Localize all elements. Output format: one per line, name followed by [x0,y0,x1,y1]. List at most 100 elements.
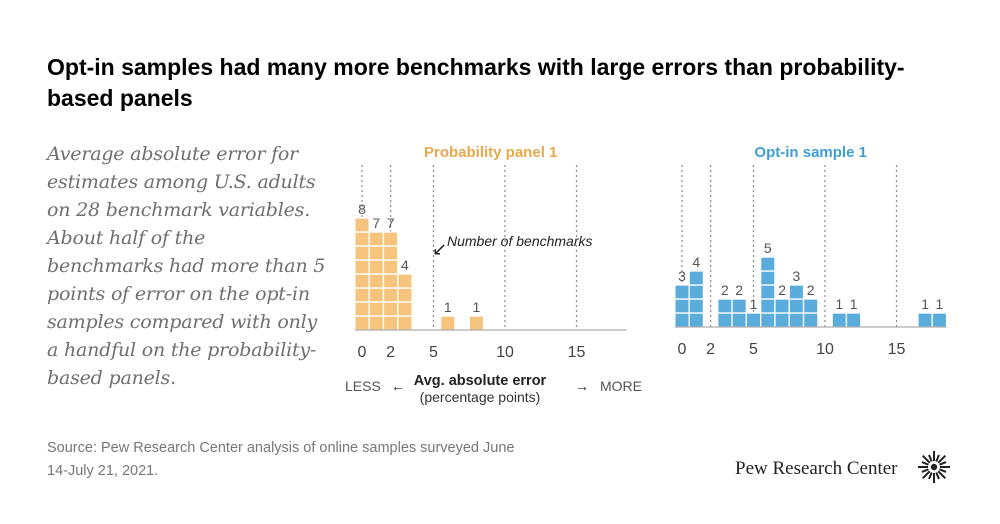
chart-title: Opt-in samples had many more benchmarks … [47,54,905,111]
pew-logo-icon [918,451,950,483]
bar-cell-probability-0-6 [354,245,370,261]
bar-cell-probability-0-8 [354,217,370,233]
bar-cell-probability-1-3 [368,287,385,303]
bar-cell-probability-1-7 [368,231,385,247]
bar-probability-2 [382,231,399,331]
tick-label-optin-0: 0 [678,341,687,358]
bar-cell-optin-1-1 [688,312,705,328]
axis-right-arrow: → [575,378,589,394]
axis-subtitle: (percentage points) [420,389,541,405]
bar-optin-17 [917,312,933,328]
annotation-number-of-benchmarks: Number of benchmarks [447,233,593,249]
bar-optin-4 [731,298,747,328]
bar-cell-probability-6-1 [439,315,456,331]
bar-cell-optin-8-3 [788,284,805,300]
chart-subtitle: Average absolute error for estimates amo… [47,143,326,389]
panel-title-optin: Opt-in sample 1 [754,144,867,161]
bar-cell-optin-0-2 [674,298,690,314]
bar-optin-12 [845,312,862,328]
tick-label-optin-5: 5 [749,341,758,358]
bar-cell-optin-0-3 [674,284,690,300]
panel-title-probability: Probability panel 1 [424,144,557,161]
bar-cell-probability-0-4 [354,273,370,289]
bar-cell-probability-3-2 [397,301,413,317]
data-label-probability-1: 7 [372,215,380,231]
bar-cell-optin-18-1 [931,312,948,328]
bar-cell-optin-3-2 [717,298,733,314]
bar-cell-optin-1-4 [688,270,705,286]
data-label-optin-3: 2 [721,282,729,298]
bar-optin-0 [674,284,690,328]
bar-cell-optin-7-2 [774,298,790,314]
annotation-arrow: ↙ [432,239,447,259]
bar-optin-18 [931,312,948,328]
bar-optin-6 [760,256,776,328]
tick-label-probability-10: 10 [496,344,514,361]
bar-cell-optin-6-2 [760,298,776,314]
data-label-optin-8: 3 [793,268,801,284]
bar-cell-probability-3-3 [397,287,413,303]
bar-probability-0 [354,217,370,331]
bar-cell-optin-6-4 [760,270,776,286]
bar-optin-11 [831,312,848,328]
bar-cell-probability-0-3 [354,287,370,303]
data-label-optin-6: 5 [764,240,772,256]
bar-cell-optin-9-1 [802,312,819,328]
tick-label-optin-10: 10 [816,341,834,358]
axis-more-label: MORE [600,378,642,394]
data-label-optin-17: 1 [921,296,929,312]
data-label-optin-1: 4 [692,254,700,270]
brand-name: Pew Research Center [735,458,898,479]
bar-cell-probability-2-7 [382,231,399,247]
bar-cell-optin-5-1 [745,312,762,328]
bar-probability-3 [397,273,413,331]
bar-cell-probability-1-4 [368,273,385,289]
bar-cell-optin-3-1 [717,312,733,328]
bar-cell-probability-2-6 [382,245,399,261]
tick-label-probability-15: 15 [568,344,586,361]
bar-cell-probability-0-2 [354,301,370,317]
bar-cell-optin-4-1 [731,312,747,328]
bar-cell-optin-1-3 [688,284,705,300]
bar-cell-probability-1-6 [368,245,385,261]
data-label-optin-9: 2 [807,282,815,298]
bar-optin-9 [802,298,819,328]
bar-cell-probability-2-4 [382,273,399,289]
bar-cell-probability-2-1 [382,315,399,331]
bar-cell-probability-1-5 [368,259,385,275]
axis-less-label: LESS [345,378,381,394]
bar-probability-8 [468,315,485,331]
data-label-probability-6: 1 [444,299,452,315]
tick-label-probability-2: 2 [386,344,395,361]
bar-cell-optin-9-2 [802,298,819,314]
bar-cell-optin-11-1 [831,312,848,328]
bar-cell-optin-1-2 [688,298,705,314]
bar-cell-probability-1-2 [368,301,385,317]
bar-cell-optin-8-1 [788,312,805,328]
bar-optin-8 [788,284,805,328]
bar-cell-probability-8-1 [468,315,485,331]
data-label-optin-4: 2 [735,282,743,298]
bar-cell-optin-6-1 [760,312,776,328]
bar-cell-optin-6-5 [760,256,776,272]
data-label-optin-12: 1 [850,296,858,312]
axis-left-arrow: ← [391,378,405,394]
bar-optin-3 [717,298,733,328]
bar-cell-probability-2-3 [382,287,399,303]
bar-cell-optin-6-3 [760,284,776,300]
bar-cell-probability-2-2 [382,301,399,317]
bar-cell-optin-7-1 [774,312,790,328]
bar-cell-optin-8-2 [788,298,805,314]
bar-cell-probability-0-7 [354,231,370,247]
bar-cell-optin-0-1 [674,312,690,328]
bar-cell-optin-17-1 [917,312,933,328]
bar-optin-7 [774,298,790,328]
bar-probability-1 [368,231,385,331]
data-label-probability-0: 8 [358,201,366,217]
tick-label-probability-0: 0 [358,344,367,361]
bar-cell-probability-3-1 [397,315,413,331]
data-label-optin-0: 3 [678,268,686,284]
bar-cell-probability-0-1 [354,315,370,331]
bar-cell-optin-12-1 [845,312,862,328]
